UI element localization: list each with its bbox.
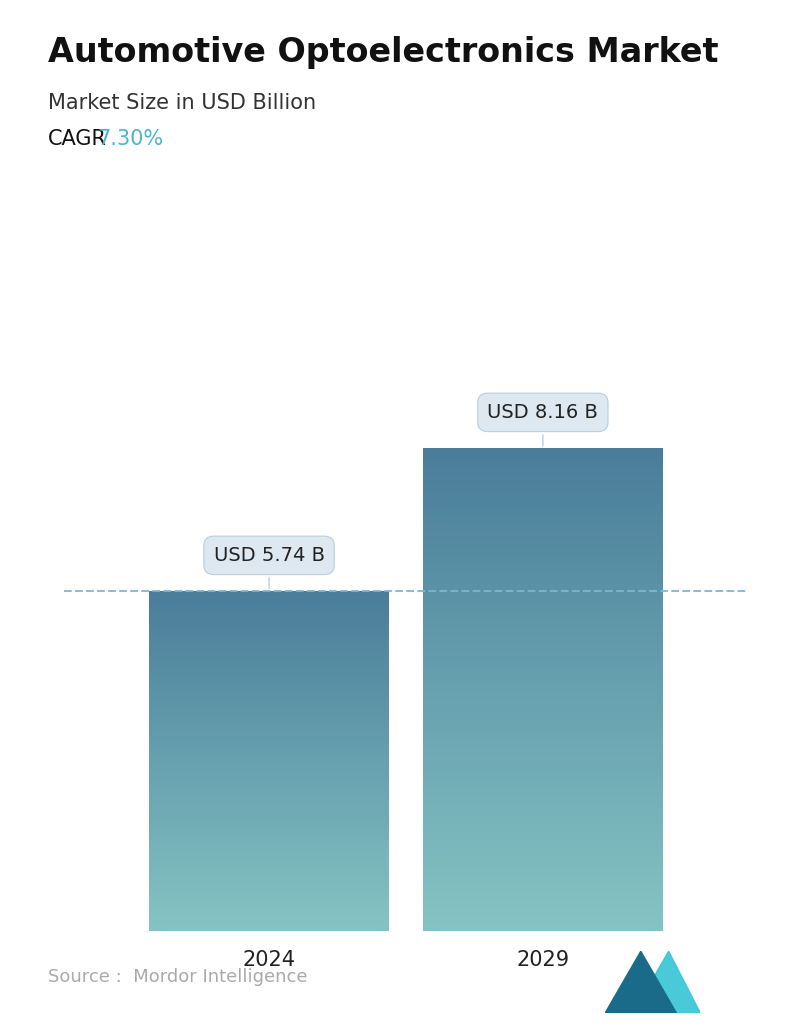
Text: Source :  Mordor Intelligence: Source : Mordor Intelligence [48,968,307,986]
Text: USD 8.16 B: USD 8.16 B [487,403,599,446]
Text: USD 5.74 B: USD 5.74 B [213,546,325,588]
Polygon shape [605,951,677,1013]
Text: CAGR: CAGR [48,129,107,149]
Text: 7.30%: 7.30% [97,129,163,149]
Text: Market Size in USD Billion: Market Size in USD Billion [48,93,316,113]
Text: Automotive Optoelectronics Market: Automotive Optoelectronics Market [48,36,718,69]
Polygon shape [633,951,700,1013]
